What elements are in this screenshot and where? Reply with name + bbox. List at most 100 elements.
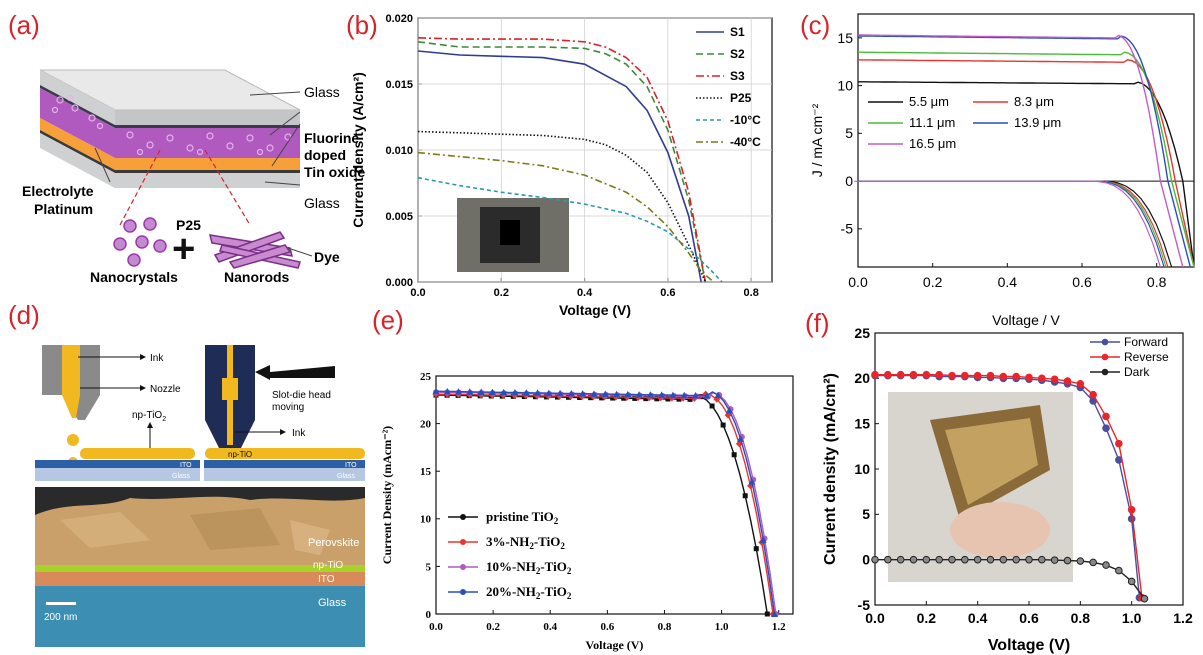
- label-p25: P25: [176, 217, 201, 233]
- x-tick-label: 0.4: [968, 610, 988, 626]
- series-point: [1102, 561, 1110, 569]
- series-point: [747, 482, 755, 490]
- series-point: [591, 391, 598, 398]
- label-np-tio2-left: np-TiO2: [132, 410, 166, 423]
- y-tick-label: -5: [841, 221, 854, 237]
- series-line-2: [875, 559, 1146, 600]
- x-tick-label: 1.0: [1122, 610, 1142, 626]
- x-axis-title: Voltage (V): [988, 637, 1070, 654]
- series-point: [922, 555, 931, 564]
- series-point: [488, 393, 494, 399]
- legend-label: Reverse: [1124, 350, 1169, 364]
- series-line-0: [417, 50, 702, 283]
- glass-left: [35, 468, 200, 481]
- series-line-3: [435, 390, 776, 615]
- series-point: [753, 546, 759, 552]
- series-point: [909, 371, 918, 380]
- x-tick-label: 0.6: [600, 621, 614, 633]
- inset-device: [480, 207, 540, 263]
- x-tick-label: 0.6: [1072, 274, 1092, 290]
- series-point: [443, 387, 451, 395]
- series-point: [961, 371, 969, 380]
- series-point: [731, 452, 737, 458]
- series-point: [499, 393, 505, 399]
- series-point: [557, 391, 564, 398]
- x-axis-title: Voltage (V): [586, 638, 644, 652]
- series-point: [1025, 375, 1033, 384]
- series-point: [1102, 412, 1110, 421]
- series-point: [770, 610, 778, 617]
- panel-label-e: (e): [372, 305, 404, 335]
- platinum-layer: [40, 130, 300, 173]
- series-point: [948, 555, 956, 564]
- series-point: [1063, 377, 1072, 385]
- series-point: [690, 394, 698, 402]
- series-line-1: [875, 374, 1143, 598]
- y-tick-label: 10: [837, 78, 853, 94]
- series-point: [466, 391, 474, 399]
- series-point: [534, 389, 542, 396]
- sem-glass: [35, 586, 365, 647]
- series-point: [680, 391, 688, 399]
- inset-fingers: [950, 502, 1050, 558]
- series-point: [654, 396, 660, 402]
- legend-label: -10°C: [730, 113, 761, 127]
- legend-marker: [1101, 338, 1109, 346]
- y-axis-title: J / mA cm⁻²: [809, 103, 825, 177]
- series-point: [759, 536, 767, 543]
- series-point: [500, 388, 508, 396]
- series-point: [1038, 376, 1046, 384]
- panel-label-a: (a): [8, 10, 40, 40]
- x-tick-label: 1.2: [1173, 610, 1193, 626]
- x-axis-title: Voltage (V): [559, 302, 631, 318]
- series-point: [1127, 506, 1136, 514]
- series-point: [510, 393, 516, 399]
- series-point: [999, 374, 1008, 383]
- legend-marker: [460, 539, 466, 545]
- series-line-0: [435, 394, 768, 615]
- y-tick-label: 5: [845, 125, 853, 141]
- series-point: [478, 389, 485, 396]
- y-tick-label: 0.005: [385, 211, 413, 223]
- x-axis-title: Voltage / V: [992, 312, 1060, 328]
- series-point: [1012, 555, 1020, 564]
- series-point: [634, 393, 642, 401]
- series-point: [477, 393, 483, 399]
- series-point: [986, 373, 995, 382]
- series-point: [769, 610, 777, 618]
- y-tick-label: 0.020: [385, 13, 413, 25]
- label-glass-sem: Glass: [318, 597, 347, 609]
- series-point: [1050, 556, 1059, 564]
- series-point: [534, 390, 541, 397]
- series-point: [1089, 397, 1097, 405]
- top-glass: [39, 69, 301, 111]
- y-tick-label: 15: [854, 416, 870, 432]
- series-point: [935, 555, 943, 564]
- series-point: [645, 394, 653, 402]
- series-point: [499, 391, 507, 399]
- series-point: [659, 392, 666, 399]
- legend-label: Dark: [1124, 365, 1150, 379]
- legend-label: 3%-NH2-TiO2: [486, 534, 565, 551]
- label-slot-die-1: Slot-die head: [272, 390, 331, 401]
- x-tick-label: 1.2: [772, 621, 786, 633]
- legend-marker: [460, 564, 466, 570]
- series-point: [1050, 378, 1059, 386]
- y-tick-label: 0.015: [385, 79, 413, 91]
- series-point: [724, 411, 732, 419]
- series-point: [682, 393, 689, 400]
- y-tick-label: 5: [426, 561, 432, 573]
- label-np-tio2-sem: np-TiO: [313, 560, 343, 571]
- slot-die-head: [205, 345, 255, 450]
- dark-line-2: [859, 180, 1167, 268]
- series-point: [522, 392, 530, 400]
- y-tick-label: 0: [845, 173, 853, 189]
- series-line-1: [857, 59, 1195, 268]
- series-point: [1138, 593, 1146, 602]
- label-fto-1: Fluorine: [304, 130, 359, 146]
- panel-label-b: (b): [346, 10, 378, 40]
- series-point: [986, 371, 995, 380]
- x-tick-label: 1.0: [715, 621, 729, 633]
- panel-label-c: (c): [800, 10, 831, 40]
